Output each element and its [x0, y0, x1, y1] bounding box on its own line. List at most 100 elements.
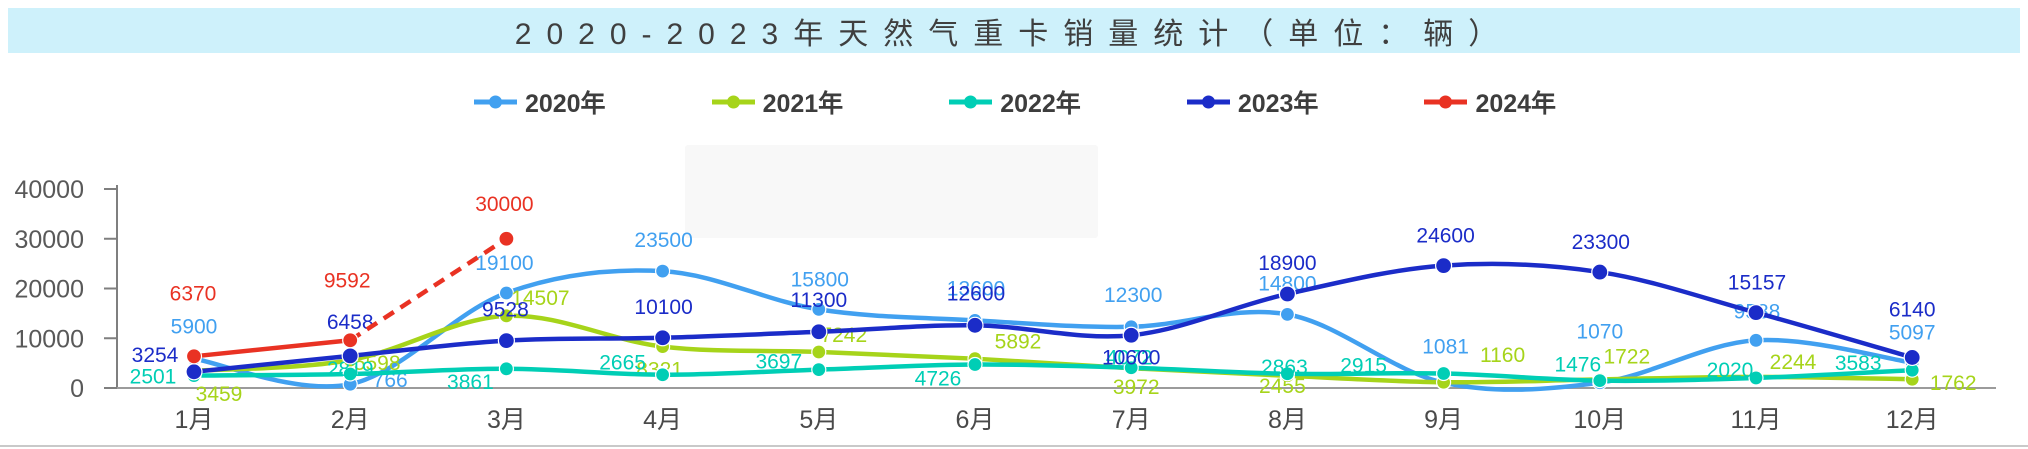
data-label-2022年: 2915: [1340, 354, 1387, 377]
data-point-2020年: [654, 263, 671, 279]
data-point-2022年: [1592, 373, 1608, 389]
legend-item-2023年: 2023年: [1185, 84, 1318, 120]
data-label-2022年: 3861: [447, 371, 494, 394]
data-label-2022年: 2665: [599, 352, 646, 375]
data-point-2023年: [653, 329, 672, 347]
series-line-2022年: [191, 362, 1915, 384]
data-point-2023年: [966, 316, 984, 334]
data-label-2023年: 15157: [1728, 272, 1786, 295]
data-point-2020年: [1279, 306, 1296, 322]
data-label-2022年: 2020: [1707, 359, 1754, 382]
data-point-2024年: [498, 230, 515, 247]
legend-label: 2022年: [1000, 90, 1081, 118]
data-label-2020年: 1081: [1422, 336, 1469, 359]
data-point-2020年: [498, 285, 514, 301]
legend-label: 2024年: [1475, 90, 1557, 118]
data-point-2023年: [341, 347, 359, 365]
data-point-2022年: [1435, 365, 1452, 382]
x-axis-month-label: 2月: [331, 406, 370, 434]
legend-item-2022年: 2022年: [947, 84, 1081, 120]
data-label-2021年: 7242: [820, 324, 867, 347]
y-axis-tick-label: 40000: [14, 176, 84, 204]
y-axis-tick-label: 10000: [14, 325, 84, 353]
x-axis-month-label: 7月: [1112, 406, 1151, 434]
y-axis-tick-label: 20000: [14, 276, 84, 304]
data-point-2024年: [342, 332, 359, 349]
data-label-2021年: 5598: [354, 352, 401, 375]
data-point-2022年: [342, 366, 358, 382]
legend: 2020年 2021年 2022年 2023年 2024年: [0, 84, 2028, 120]
legend-item-2021年: 2021年: [710, 84, 844, 120]
legend-item-2024年: 2024年: [1422, 84, 1556, 120]
data-label-2024年: 30000: [475, 193, 533, 216]
y-axis-tick-label: 0: [70, 375, 84, 403]
data-label-2021年: 5892: [995, 331, 1042, 354]
data-label-2020年: 1070: [1576, 321, 1623, 344]
data-point-2023年: [1434, 257, 1453, 275]
data-label-2023年: 6458: [327, 311, 374, 334]
data-label-2023年: 10600: [1102, 346, 1160, 369]
series-line-2023年: [191, 261, 1915, 375]
legend-line-marker-icon: [473, 95, 517, 109]
legend-line-marker-icon: [1186, 95, 1230, 109]
data-point-2023年: [497, 331, 515, 350]
x-axis-month-label: 12月: [1886, 406, 1939, 434]
data-point-2023年: [1591, 263, 1609, 281]
series-line-dashed-2024年: [348, 236, 508, 343]
legend-label: 2021年: [762, 90, 844, 118]
data-label-2020年: 15800: [791, 268, 849, 291]
x-axis-month-label: 11月: [1731, 406, 1782, 434]
data-label-2022年: 2863: [1261, 356, 1308, 379]
data-label-2023年: 23300: [1572, 231, 1630, 254]
x-axis-month-label: 6月: [956, 406, 995, 434]
data-label-2021年: 2455: [1259, 375, 1306, 398]
data-label-2023年: 18900: [1258, 252, 1316, 275]
data-point-2022年: [1748, 370, 1764, 386]
data-label-2023年: 10100: [634, 296, 692, 319]
x-axis-month-label: 4月: [643, 406, 682, 434]
x-axis-month-label: 8月: [1268, 406, 1307, 434]
data-point-2023年: [1903, 348, 1921, 367]
data-point-2020年: [811, 301, 827, 317]
data-label-2023年: 11300: [790, 289, 847, 312]
data-label-2021年: 3459: [196, 383, 243, 406]
x-axis-month-label: 10月: [1573, 406, 1626, 434]
data-point-2021年: [498, 308, 514, 324]
data-point-2022年: [967, 356, 983, 373]
x-axis-month-label: 3月: [487, 406, 526, 434]
watermark-area: [685, 145, 1098, 238]
legend-item-2020年: 2020年: [472, 84, 606, 120]
legend-label: 2020年: [524, 90, 606, 118]
data-label-2023年: 12600: [947, 282, 1005, 305]
data-label-2024年: 9592: [324, 269, 371, 292]
y-axis-tick-label: 30000: [14, 226, 84, 254]
x-axis-month-label: 9月: [1424, 406, 1463, 434]
data-point-2022年: [1279, 366, 1296, 382]
series-line-2024年: [193, 338, 351, 359]
data-point-2023年: [810, 323, 828, 341]
data-label-2021年: 1722: [1603, 345, 1650, 368]
data-label-2020年: 23500: [634, 229, 692, 252]
data-label-2023年: 6140: [1889, 298, 1936, 321]
legend-line-marker-icon: [949, 95, 993, 109]
data-label-2021年: 1762: [1930, 372, 1977, 395]
chart-title: 2020-2023年天然气重卡销量统计（单位：辆）: [514, 17, 1514, 51]
data-point-2024年: [185, 348, 203, 365]
legend-line-marker-icon: [1424, 95, 1468, 109]
title-bar: 2020-2023年天然气重卡销量统计（单位：辆）: [8, 8, 2020, 53]
bottom-divider: [0, 445, 2028, 447]
legend-line-marker-icon: [711, 95, 755, 109]
data-label-2020年: 19100: [475, 252, 533, 275]
data-label-2021年: 3972: [1113, 376, 1160, 399]
x-axis-month-label: 5月: [799, 406, 838, 434]
data-point-2023年: [1278, 285, 1297, 303]
data-point-2023年: [1747, 303, 1765, 322]
data-point-2022年: [498, 361, 514, 377]
data-point-2022年: [811, 362, 827, 378]
data-label-2023年: 3254: [132, 344, 179, 367]
data-label-2024年: 6370: [170, 282, 217, 305]
data-label-2022年: 4726: [915, 367, 962, 390]
data-label-2020年: 5097: [1889, 322, 1936, 345]
data-label-2022年: 2819: [327, 358, 374, 381]
